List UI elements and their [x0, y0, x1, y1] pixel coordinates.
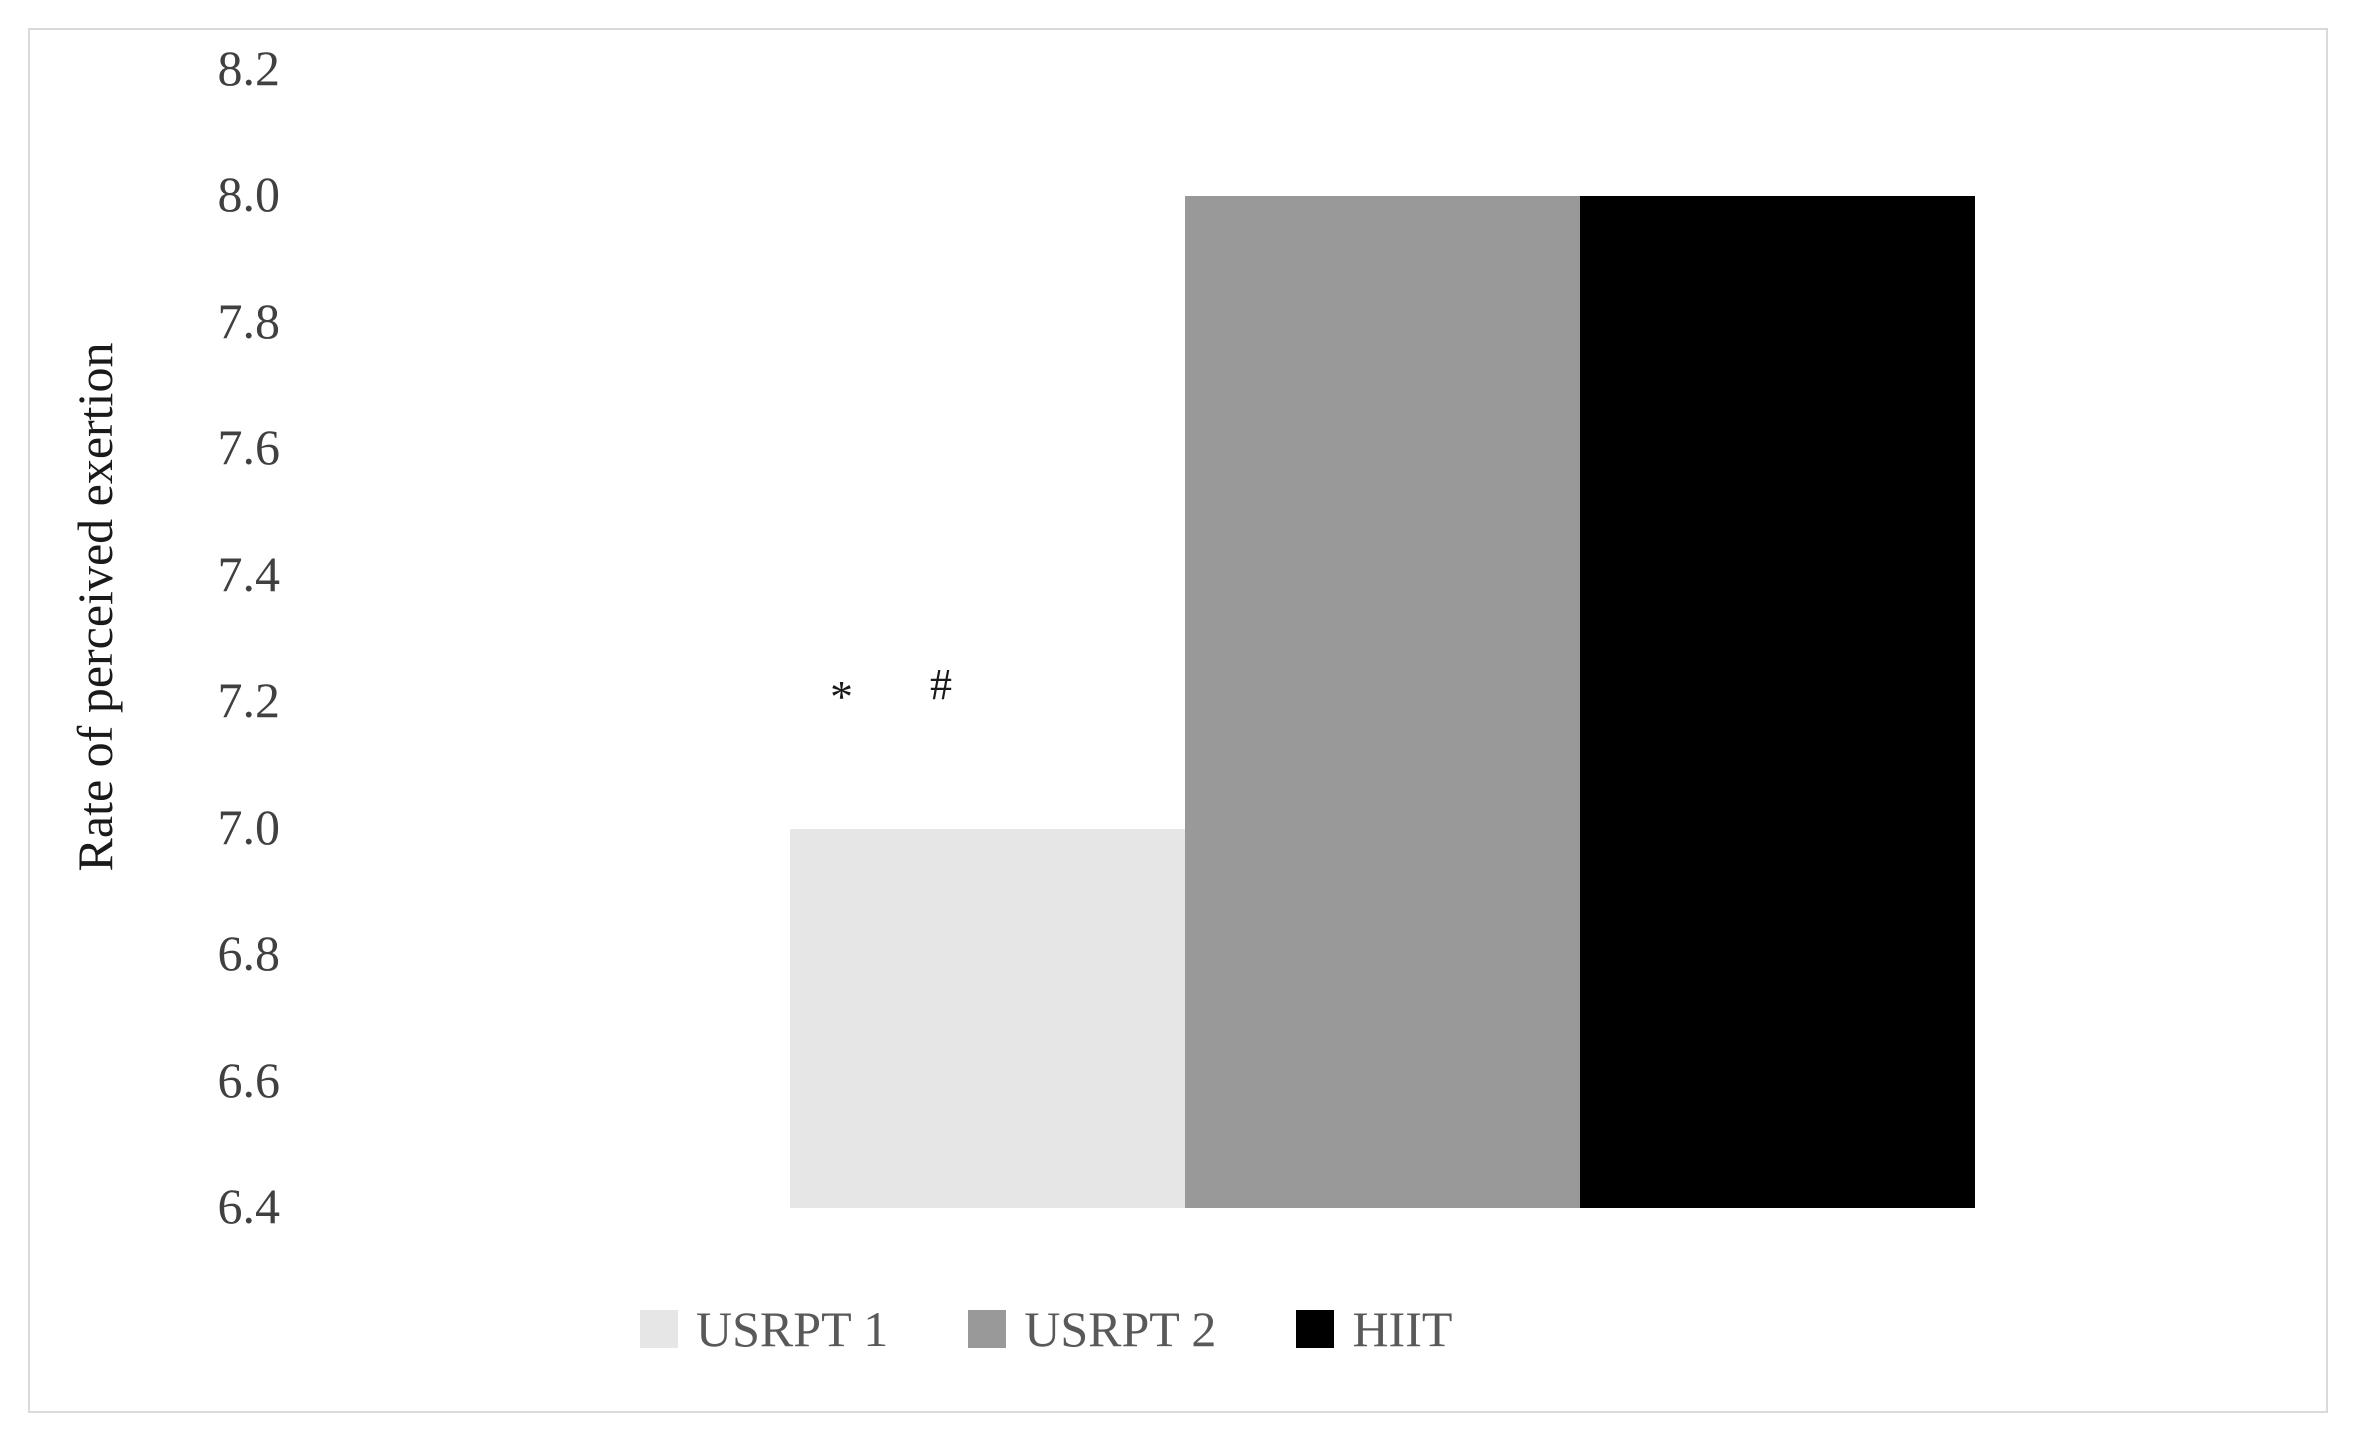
legend-label: USRPT 2: [1024, 1300, 1216, 1358]
y-tick-label: 7.8: [160, 292, 280, 350]
bar-usrpt-1: [790, 829, 1185, 1208]
chart-legend: USRPT 1 USRPT 2 HIIT: [640, 1300, 1452, 1358]
y-tick-label: 8.0: [160, 165, 280, 223]
chart-annotation: *: [830, 670, 853, 723]
y-tick-label: 8.2: [160, 39, 280, 97]
legend-item-hiit: HIIT: [1296, 1300, 1452, 1358]
bar-usrpt-2: [1185, 196, 1580, 1208]
legend-label: HIIT: [1352, 1300, 1452, 1358]
y-tick-label: 6.6: [160, 1051, 280, 1109]
chart-annotation: #: [930, 659, 952, 710]
bar-hiit: [1580, 196, 1975, 1208]
y-tick-label: 7.4: [160, 545, 280, 603]
legend-item-usrpt-2: USRPT 2: [968, 1300, 1216, 1358]
legend-swatch-icon: [640, 1310, 678, 1348]
y-tick-label: 6.8: [160, 924, 280, 982]
legend-swatch-icon: [1296, 1310, 1334, 1348]
legend-label: USRPT 1: [696, 1300, 888, 1358]
y-tick-label: 7.0: [160, 798, 280, 856]
y-axis-title: Rate of perceived exertion: [65, 257, 125, 957]
y-tick-label: 7.2: [160, 671, 280, 729]
y-tick-label: 6.4: [160, 1177, 280, 1235]
y-tick-label: 7.6: [160, 418, 280, 476]
legend-swatch-icon: [968, 1310, 1006, 1348]
legend-item-usrpt-1: USRPT 1: [640, 1300, 888, 1358]
